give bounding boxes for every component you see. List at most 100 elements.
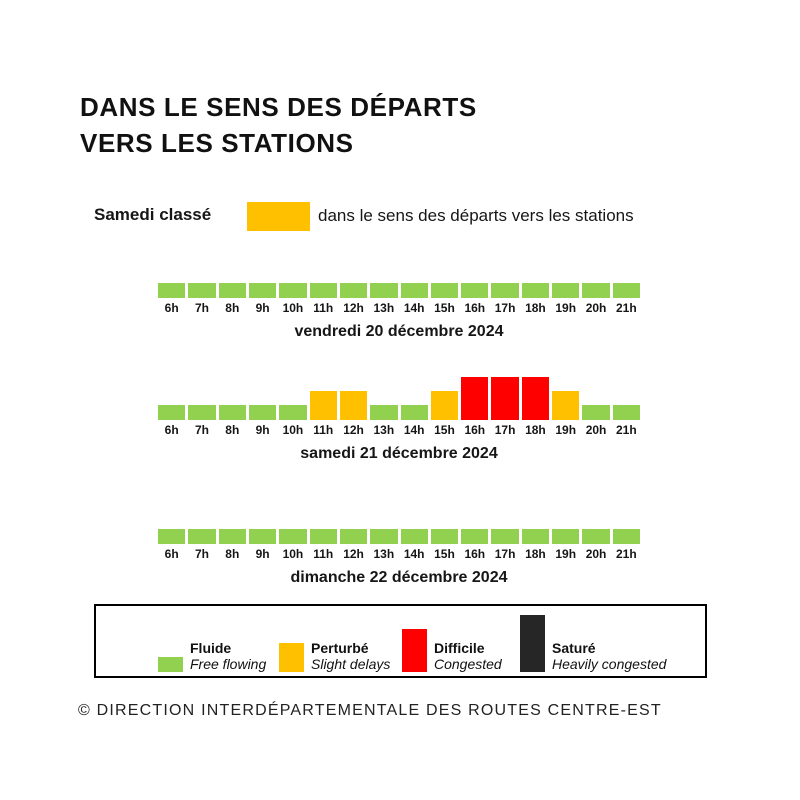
hour-label-13h: 13h: [373, 547, 395, 561]
traffic-block-15h: [430, 283, 459, 298]
hour-label-16h: 16h: [464, 423, 486, 437]
legend-swatch-sature: [520, 615, 545, 672]
hour-label-17h: 17h: [494, 301, 516, 315]
hour-label-17h: 17h: [494, 423, 516, 437]
hour-label-21h: 21h: [616, 423, 637, 437]
traffic-block-13h: [370, 529, 398, 544]
hour-label-13h: 13h: [373, 301, 395, 315]
hour-label-9h: 9h: [255, 301, 270, 315]
traffic-block-19h: [552, 391, 580, 420]
hour-label-17h: 17h: [494, 547, 516, 561]
page-title: DANS LE SENS DES DÉPARTS VERS LES STATIO…: [80, 90, 477, 162]
hour-label-20h: 20h: [585, 301, 607, 315]
hour-label-19h: 19h: [555, 423, 577, 437]
hour-label-7h: 7h: [194, 547, 209, 561]
legend-text: Fluide Free flowing: [190, 640, 266, 672]
traffic-block-11h: [309, 391, 337, 420]
traffic-block-17h: [491, 529, 519, 544]
traffic-block-17h: [491, 283, 519, 298]
traffic-block-18h: [521, 377, 550, 420]
traffic-block-14h: [400, 405, 428, 420]
day-row-0: 6h 7h 8h 9h 10h 11h 12h 13h 14h 15h 16h 17h 18h 19h 20…: [158, 255, 640, 341]
hour-label-21h: 21h: [616, 547, 637, 561]
traffic-block-20h: [582, 405, 610, 420]
classified-note-label: Samedi classé: [94, 205, 212, 224]
hour-label-18h: 18h: [525, 423, 546, 437]
traffic-block-10h: [279, 529, 307, 544]
hour-label-6h: 6h: [164, 547, 179, 561]
hour-label-14h: 14h: [403, 301, 425, 315]
classified-note-swatch: [247, 202, 310, 231]
traffic-block-16h: [461, 377, 489, 420]
hour-label-7h: 7h: [194, 301, 209, 315]
traffic-block-11h: [309, 529, 337, 544]
hour-label-8h: 8h: [225, 547, 240, 561]
day-date-label: samedi 21 décembre 2024: [300, 445, 498, 462]
traffic-block-8h: [218, 405, 246, 420]
hour-label-12h: 12h: [343, 547, 364, 561]
traffic-block-13h: [370, 405, 398, 420]
legend-box: Fluide Free flowing Perturbé Slight delays D…: [94, 604, 707, 678]
traffic-block-15h: [430, 529, 459, 544]
traffic-strip: [158, 255, 640, 298]
traffic-block-10h: [279, 283, 307, 298]
hour-label-11h: 11h: [313, 423, 334, 437]
hour-labels: 6h 7h 8h 9h 10h 11h 12h 13h 14h 15h 16h 17h 18h 19h 20…: [158, 547, 640, 561]
traffic-block-16h: [461, 529, 489, 544]
legend-text: Perturbé Slight delays: [311, 640, 390, 672]
traffic-block-8h: [218, 529, 246, 544]
traffic-block-7h: [188, 283, 216, 298]
traffic-block-9h: [248, 283, 277, 298]
hour-label-20h: 20h: [585, 423, 607, 437]
hour-label-15h: 15h: [434, 301, 455, 315]
hour-label-9h: 9h: [255, 547, 270, 561]
traffic-block-13h: [370, 283, 398, 298]
traffic-block-21h: [612, 283, 640, 298]
legend-name: Perturbé: [311, 639, 369, 656]
hour-label-11h: 11h: [313, 547, 334, 561]
hour-label-11h: 11h: [313, 301, 334, 315]
traffic-block-20h: [582, 283, 610, 298]
traffic-block-10h: [279, 405, 307, 420]
legend-name: Fluide: [190, 639, 232, 656]
hour-label-16h: 16h: [464, 301, 486, 315]
legend-item-perturbe: Perturbé Slight delays: [279, 640, 390, 672]
hour-label-13h: 13h: [373, 423, 395, 437]
legend-swatch-difficile: [402, 629, 427, 672]
traffic-strip: [158, 377, 640, 420]
hour-label-15h: 15h: [434, 547, 455, 561]
traffic-block-12h: [339, 391, 368, 420]
hour-label-10h: 10h: [282, 301, 304, 315]
traffic-block-11h: [309, 283, 337, 298]
legend-translation: Free flowing: [190, 655, 267, 672]
hour-label-15h: 15h: [434, 423, 455, 437]
traffic-block-7h: [188, 529, 216, 544]
hour-label-20h: 20h: [585, 547, 607, 561]
legend-name: Saturé: [552, 639, 596, 656]
page-title-line1: DANS LE SENS DES DÉPARTS: [80, 92, 477, 122]
legend-item-fluide: Fluide Free flowing: [158, 640, 266, 672]
copyright-footer: © DIRECTION INTERDÉPARTEMENTALE DES ROUT…: [78, 702, 662, 719]
traffic-block-14h: [400, 529, 428, 544]
legend-translation: Slight delays: [311, 655, 391, 672]
page-title-line2: VERS LES STATIONS: [80, 127, 354, 158]
traffic-block-12h: [339, 283, 368, 298]
legend-translation: Congested: [434, 655, 502, 672]
legend-swatch-fluide: [158, 657, 183, 672]
day-row-1: 6h 7h 8h 9h 10h 11h 12h 13h 14h 15h 16h 17h 18h 19h 20…: [158, 377, 640, 463]
traffic-block-6h: [158, 405, 186, 420]
traffic-block-15h: [430, 391, 459, 420]
traffic-block-7h: [188, 405, 216, 420]
legend-item-difficile: Difficile Congested: [402, 629, 502, 672]
traffic-block-16h: [461, 283, 489, 298]
traffic-block-19h: [552, 529, 580, 544]
legend-text: Saturé Heavily congested: [552, 640, 666, 672]
hour-label-14h: 14h: [403, 547, 425, 561]
legend-swatch-perturbe: [279, 643, 304, 672]
hour-label-16h: 16h: [464, 547, 486, 561]
day-row-2: 6h 7h 8h 9h 10h 11h 12h 13h 14h 15h 16h 17h 18h 19h 20…: [158, 501, 640, 587]
legend-name: Difficile: [434, 639, 485, 656]
hour-label-8h: 8h: [225, 301, 240, 315]
traffic-block-18h: [521, 529, 550, 544]
traffic-strip: [158, 501, 640, 544]
